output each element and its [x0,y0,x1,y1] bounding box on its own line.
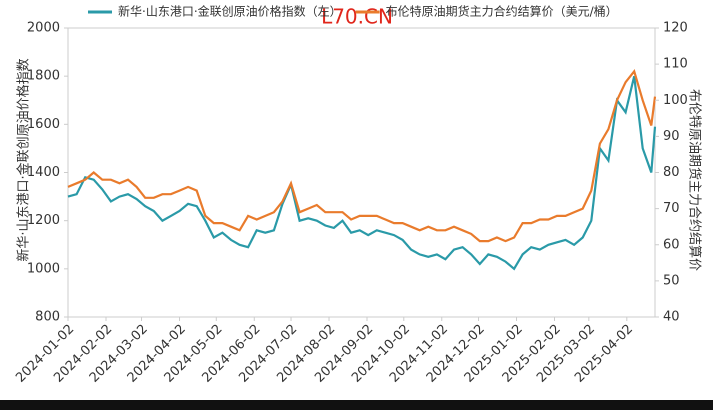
y2-axis-label: 布伦特原油期货主力合约结算价 [687,89,703,271]
y-tick-label: 800 [35,310,60,325]
y2-tick-label: 120 [663,21,688,36]
y2-tick-label: 60 [663,237,680,252]
y2-tick-label: 40 [663,310,680,325]
y2-tick-label: 80 [663,165,680,180]
y2-tick-label: 50 [663,273,680,288]
y2-tick-label: 100 [663,93,688,108]
y2-tick-label: 90 [663,129,680,144]
watermark: L70.CN [321,5,393,29]
y-tick-label: 1200 [27,213,60,228]
series-line [67,75,657,271]
legend-label: 新华·山东港口·金联创原油价格指数（左） [118,4,342,19]
series-line [67,68,657,243]
y-tick-label: 2000 [27,21,60,36]
y2-tick-label: 110 [663,57,688,72]
y-tick-label: 1400 [27,165,60,180]
y-tick-label: 1800 [27,69,60,84]
legend-label: 布伦特原油期货主力合约结算价（美元/桶） [386,4,618,19]
plot-frame [67,27,656,318]
y2-tick-label: 70 [663,201,680,216]
y-tick-label: 1000 [27,261,60,276]
bottom-bar [0,400,713,410]
y-tick-label: 1600 [27,117,60,132]
y-axis-label: 新华·山东港口·金联创原油价格指数 [16,58,32,261]
